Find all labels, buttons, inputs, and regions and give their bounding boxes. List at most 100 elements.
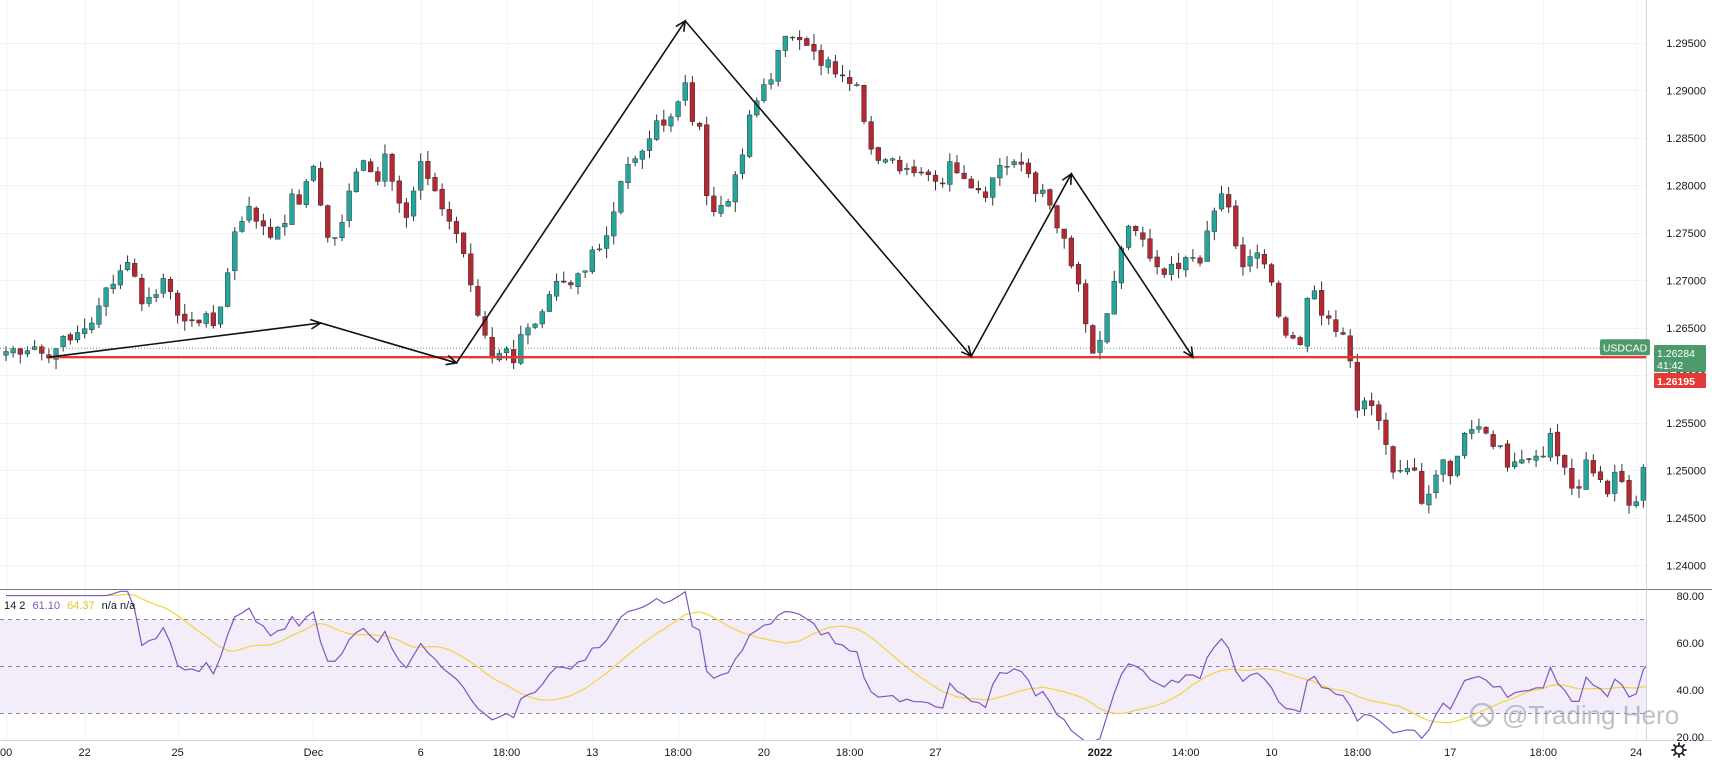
candle-up [332, 237, 338, 239]
price-tick-label: 1.25500 [1666, 418, 1706, 430]
candles [3, 30, 1710, 514]
candle-down [167, 279, 174, 292]
current-price-badge [1654, 345, 1706, 372]
time-tick-label: 18:00 [493, 747, 521, 759]
candle-up [1547, 433, 1554, 458]
time-tick-label: Dec [304, 747, 324, 759]
candle-down [489, 336, 495, 359]
candle-up [682, 82, 688, 101]
price-tick-label: 1.27000 [1666, 275, 1706, 287]
price-pane[interactable] [0, 0, 1646, 589]
support-level[interactable] [0, 347, 1646, 359]
rsi-value: 61.10 [32, 600, 60, 612]
candle-down [1276, 282, 1282, 317]
candle-down [1061, 228, 1067, 239]
candle-up [1211, 210, 1217, 232]
candle-up [217, 306, 224, 325]
candle-up [53, 348, 59, 360]
candle-down [325, 205, 331, 238]
candle-up [418, 161, 424, 191]
candle-down [446, 209, 452, 222]
time-axis[interactable]: 00 22 25 Dec 6 18:00 13 18:00 20 18:00 27 2022 14:00… [0, 747, 1712, 759]
candle-down [1655, 452, 1660, 457]
candle-down [375, 171, 381, 182]
candle-up [532, 323, 538, 328]
candle-up [1670, 453, 1675, 454]
candle-up [596, 248, 603, 251]
candle-down [1261, 253, 1268, 265]
candle-down [861, 85, 867, 122]
candle-up [1304, 298, 1310, 347]
current-price: 1.26284 [1657, 348, 1695, 360]
time-tick-label: 20 [758, 747, 770, 759]
candle-down [918, 171, 924, 174]
symbol-badge [1600, 339, 1650, 356]
candle-down [210, 312, 216, 327]
candle-down [1590, 460, 1596, 474]
candle-down [1333, 319, 1339, 332]
candle-down [1197, 257, 1203, 264]
candle-up [1361, 400, 1368, 410]
candle-up [854, 84, 860, 86]
candle-up [103, 287, 109, 307]
candle-up [1640, 467, 1646, 501]
candle-down [17, 348, 23, 355]
candle-up [275, 226, 281, 240]
candle-down [1576, 486, 1582, 489]
price-tick-label: 1.26500 [1666, 323, 1706, 335]
candle-up [110, 283, 116, 290]
price-badges: USDCAD 1.26284 41:42 1.26195 [1600, 339, 1706, 388]
time-tick-label: 14:00 [1172, 747, 1200, 759]
candle-up [789, 36, 796, 39]
candle-down [432, 177, 438, 192]
candle-up [990, 177, 996, 198]
candle-up [1104, 313, 1110, 343]
candle-down [1619, 471, 1625, 482]
candle-down [804, 38, 810, 46]
rsi-tick-label: 20.00 [1676, 732, 1704, 744]
candle-down [1297, 337, 1303, 346]
candle-down [1018, 161, 1024, 165]
candle-up [382, 153, 388, 182]
rsi-axis[interactable]: 80.00 60.00 40.00 20.00 [1676, 591, 1704, 744]
price-axis[interactable]: 1.29500 1.29000 1.28500 1.28000 1.27500 1.270… [1666, 38, 1706, 573]
candle-up [1633, 501, 1639, 506]
candle-up [1698, 390, 1703, 413]
candle-up [203, 313, 209, 324]
candle-up [539, 311, 545, 325]
zigzag-arrowhead [309, 318, 323, 330]
price-tick-label: 1.24500 [1666, 513, 1706, 525]
candle-down [1369, 400, 1375, 406]
candle-down [897, 159, 903, 172]
gear-icon[interactable] [1671, 742, 1687, 758]
time-tick-label: 27 [929, 747, 941, 759]
candle-up [654, 120, 660, 140]
rsi-tick-label: 40.00 [1676, 685, 1704, 697]
candle-down [704, 124, 710, 196]
candle-up [117, 270, 124, 286]
candle-down [1569, 468, 1575, 489]
candle-up [60, 336, 66, 348]
candle-up [625, 164, 631, 184]
candle-up [582, 270, 588, 273]
candle-down [811, 44, 817, 52]
candle-down [1090, 325, 1096, 354]
candle-down [1419, 471, 1425, 504]
candle-up [1705, 341, 1710, 391]
candle-up [997, 165, 1003, 179]
candle-down [1147, 238, 1153, 259]
candle-down [1154, 256, 1160, 268]
zigzag-drawing[interactable] [48, 19, 1194, 366]
candle-down [403, 202, 410, 218]
candle-up [310, 166, 317, 181]
candle-up [10, 348, 16, 354]
candle-up [282, 223, 288, 228]
candle-down [975, 188, 982, 191]
zigzag-arrowhead [445, 354, 459, 366]
candle-up [1662, 454, 1667, 457]
candle-up [1097, 339, 1103, 353]
candle-up [618, 181, 624, 213]
rsi-tick-label: 80.00 [1676, 591, 1704, 603]
candle-down [1161, 268, 1167, 275]
candle-up [1183, 257, 1189, 271]
